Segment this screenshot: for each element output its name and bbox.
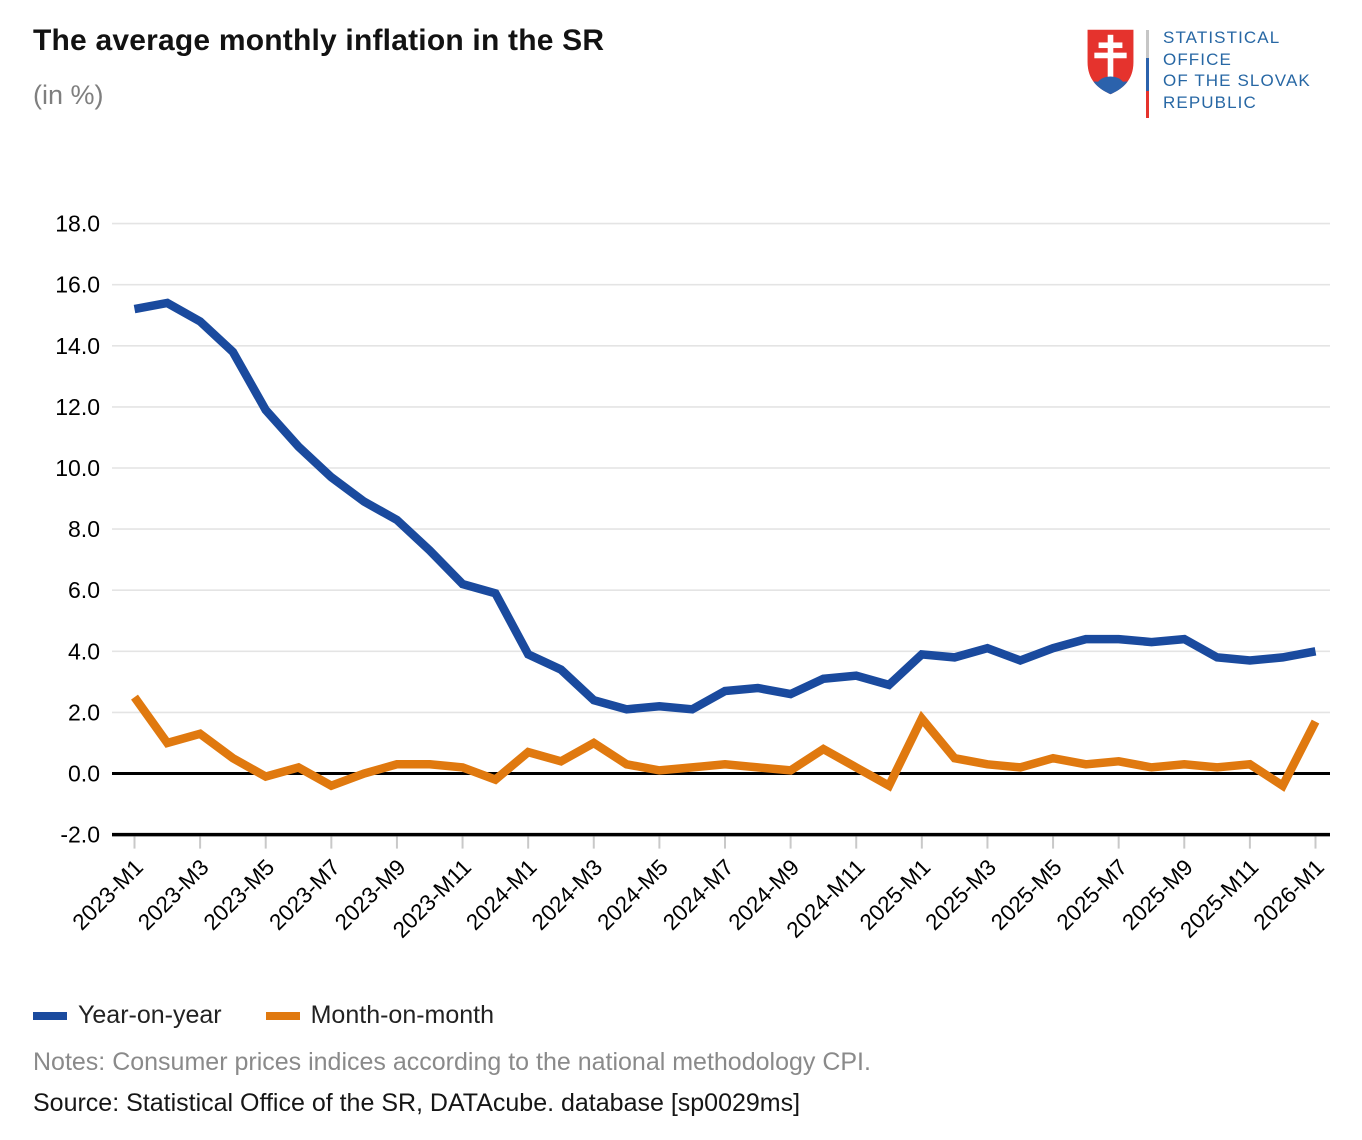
month-on-month-swatch bbox=[265, 1011, 300, 1020]
svg-text:14.0: 14.0 bbox=[55, 333, 100, 359]
chart-subtitle: (in %) bbox=[33, 80, 104, 110]
svg-text:2024-M1: 2024-M1 bbox=[461, 854, 541, 934]
logo-text-line: STATISTICAL bbox=[1163, 28, 1281, 47]
svg-text:2023-M3: 2023-M3 bbox=[133, 854, 213, 934]
svg-text:2023-M1: 2023-M1 bbox=[68, 854, 148, 934]
svg-text:2.0: 2.0 bbox=[68, 699, 100, 725]
legend-label-month-on-month: Month-on-month bbox=[310, 1001, 495, 1029]
svg-text:2025-M7: 2025-M7 bbox=[1052, 854, 1132, 934]
svg-text:2024-M7: 2024-M7 bbox=[658, 854, 738, 934]
svg-text:16.0: 16.0 bbox=[55, 272, 100, 298]
chart-legend: Year-on-year Month-on-month bbox=[33, 1001, 494, 1030]
svg-text:18.0: 18.0 bbox=[55, 211, 100, 237]
svg-text:2025-M3: 2025-M3 bbox=[921, 854, 1001, 934]
svg-text:0.0: 0.0 bbox=[68, 761, 100, 787]
svg-text:6.0: 6.0 bbox=[68, 577, 100, 603]
svg-text:12.0: 12.0 bbox=[55, 394, 100, 420]
logo-text-line: OF THE SLOVAK bbox=[1163, 71, 1311, 90]
logo-divider bbox=[1146, 30, 1149, 118]
inflation-line-chart: 18.0 16.0 14.0 12.0 10.0 8.0 6.0 4.0 2.0 0.0 -2.0 2… bbox=[55, 211, 1330, 943]
svg-text:4.0: 4.0 bbox=[68, 638, 100, 664]
chart-title: The average monthly inflation in the SR bbox=[33, 24, 605, 57]
chart-notes: Notes: Consumer prices indices according… bbox=[33, 1048, 871, 1076]
svg-text:2026-M1: 2026-M1 bbox=[1249, 854, 1329, 934]
legend-item-year-on-year: Year-on-year bbox=[33, 1001, 222, 1030]
svg-text:10.0: 10.0 bbox=[55, 455, 100, 481]
year-on-year-swatch bbox=[33, 1011, 67, 1020]
chart-source: Source: Statistical Office of the SR, DA… bbox=[33, 1089, 801, 1117]
svg-text:2023-M7: 2023-M7 bbox=[264, 854, 344, 934]
svg-text:2025-M5: 2025-M5 bbox=[986, 854, 1066, 934]
logo-text-line: OFFICE bbox=[1163, 49, 1232, 69]
slovak-coat-of-arms-icon bbox=[1087, 29, 1134, 95]
logo-org-name: STATISTICAL OFFICE OF THE SLOVAK REPUBLI… bbox=[1163, 27, 1311, 113]
svg-text:8.0: 8.0 bbox=[68, 516, 100, 542]
legend-item-month-on-month: Month-on-month bbox=[265, 1001, 495, 1030]
statistical-office-logo: STATISTICAL OFFICE OF THE SLOVAK REPUBLI… bbox=[1084, 27, 1344, 122]
svg-text:-2.0: -2.0 bbox=[60, 822, 100, 848]
logo-text-line: REPUBLIC bbox=[1163, 92, 1257, 112]
svg-text:2024-M3: 2024-M3 bbox=[527, 854, 607, 934]
svg-text:2023-M5: 2023-M5 bbox=[199, 854, 279, 934]
svg-text:2025-M1: 2025-M1 bbox=[855, 854, 935, 934]
legend-label-year-on-year: Year-on-year bbox=[78, 1001, 222, 1029]
svg-text:2024-M5: 2024-M5 bbox=[592, 854, 672, 934]
